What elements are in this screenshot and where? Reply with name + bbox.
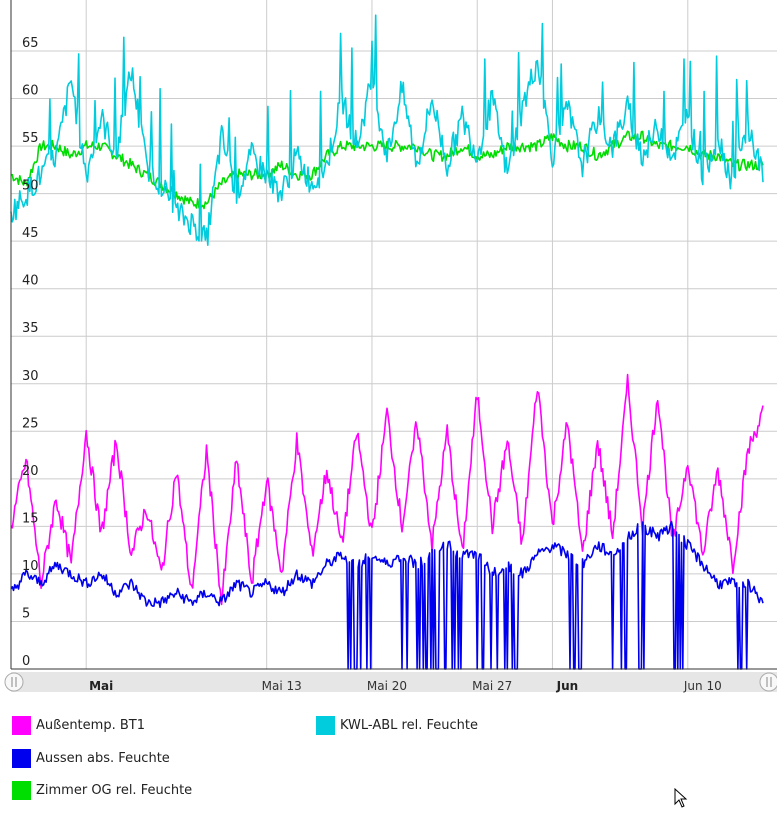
handle-circle bbox=[4, 672, 24, 692]
y-tick-label: 65 bbox=[22, 36, 39, 51]
legend-item-zimmer-og[interactable]: Zimmer OG rel. Feuchte bbox=[12, 781, 192, 800]
series-kwl-abl-rel-feuchte[interactable] bbox=[10, 14, 764, 246]
legend-label: Aussen abs. Feuchte bbox=[36, 751, 170, 766]
series-aussen-abs-feuchte[interactable] bbox=[10, 520, 764, 670]
y-tick-labels: 0 5 10 15 20 25 30 35 40 45 50 55 60 65 bbox=[22, 36, 39, 669]
series-line bbox=[10, 373, 764, 606]
y-tick-label: 20 bbox=[22, 464, 39, 479]
x-tick-label: Mai 20 bbox=[367, 679, 407, 693]
scrollbar-right-handle[interactable] bbox=[759, 672, 777, 692]
mouse-pointer-icon bbox=[674, 788, 688, 808]
legend-label: Zimmer OG rel. Feuchte bbox=[36, 783, 193, 798]
chart[interactable]: 0 5 10 15 20 25 30 35 40 45 50 55 60 65 Mai Mai 13 Mai … bbox=[0, 0, 777, 700]
y-tick-label: 30 bbox=[22, 369, 39, 384]
y-tick-label: 5 bbox=[22, 606, 30, 621]
series-au-entemp-bt1[interactable] bbox=[10, 373, 764, 606]
scrollbar-track[interactable] bbox=[11, 672, 777, 692]
range-scrollbar[interactable] bbox=[4, 672, 777, 692]
y-tick-label: 45 bbox=[22, 226, 39, 241]
legend-label: KWL-ABL rel. Feuchte bbox=[340, 718, 478, 733]
series-line bbox=[10, 520, 764, 670]
y-tick-label: 15 bbox=[22, 511, 39, 526]
grid bbox=[11, 0, 777, 670]
legend-item-aussentemp[interactable]: Außentemp. BT1 bbox=[12, 716, 145, 735]
y-tick-label: 0 bbox=[22, 654, 30, 669]
handle-circle bbox=[759, 672, 777, 692]
legend-item-aussen-abs[interactable]: Aussen abs. Feuchte bbox=[12, 749, 170, 768]
legend-label: Außentemp. BT1 bbox=[36, 718, 145, 733]
legend-item-kwl-abl[interactable]: KWL-ABL rel. Feuchte bbox=[316, 716, 478, 735]
x-tick-label: Mai 13 bbox=[262, 679, 302, 693]
series-group bbox=[10, 14, 764, 670]
x-tick-label: Mai 27 bbox=[472, 679, 512, 693]
axes bbox=[10, 0, 777, 670]
y-tick-label: 40 bbox=[22, 274, 39, 289]
x-tick-label: Mai bbox=[89, 679, 113, 693]
legend-swatch-icon bbox=[12, 749, 31, 768]
x-tick-label: Jun 10 bbox=[683, 679, 722, 693]
x-tick-labels: Mai Mai 13 Mai 20 Mai 27 Jun Jun 10 bbox=[89, 679, 722, 693]
y-tick-label: 60 bbox=[22, 84, 39, 99]
scrollbar-left-handle[interactable] bbox=[4, 672, 24, 692]
legend-swatch-icon bbox=[316, 716, 335, 735]
y-tick-label: 35 bbox=[22, 321, 39, 336]
y-tick-label: 10 bbox=[22, 559, 39, 574]
y-tick-label: 25 bbox=[22, 416, 39, 431]
grip-lines-icon bbox=[11, 677, 17, 687]
legend-swatch-icon bbox=[12, 716, 31, 735]
y-tick-label: 55 bbox=[22, 131, 39, 146]
y-tick-label: 50 bbox=[22, 179, 39, 194]
series-line bbox=[10, 14, 764, 246]
legend-swatch-icon bbox=[12, 781, 31, 800]
x-tick-label: Jun bbox=[556, 679, 579, 693]
grip-lines-icon bbox=[766, 677, 772, 687]
